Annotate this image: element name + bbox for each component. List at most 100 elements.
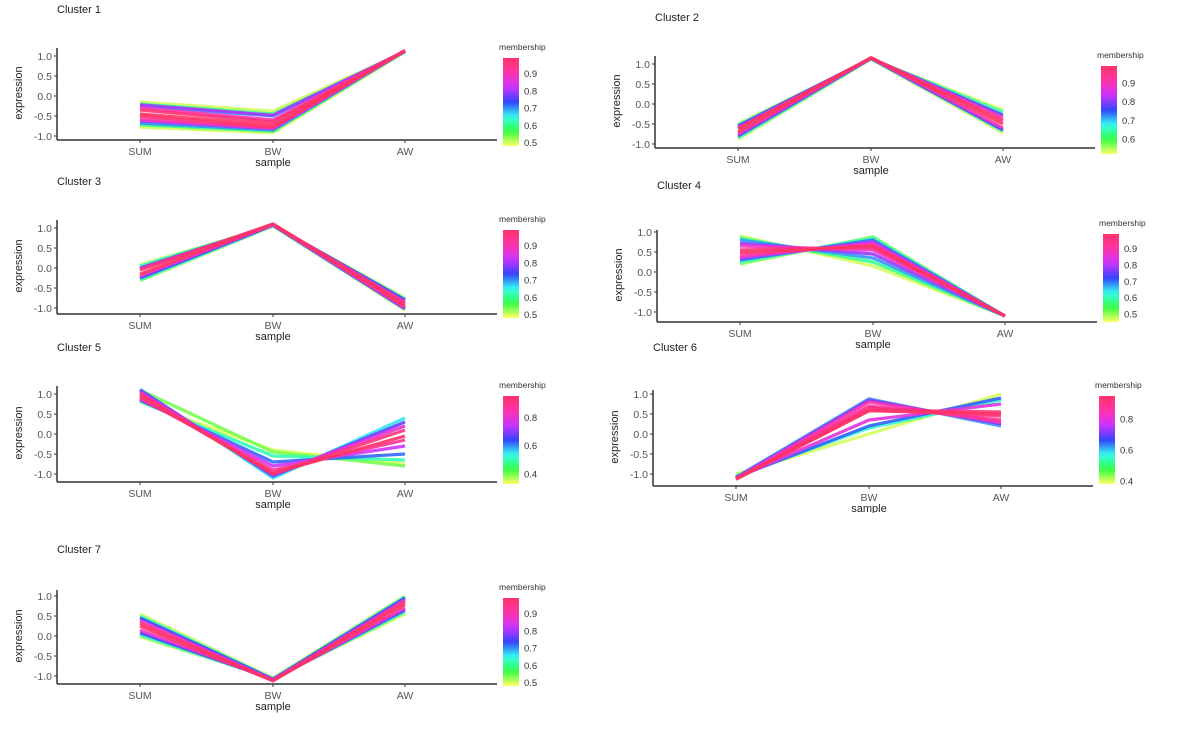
cluster-2-panel: Cluster 2 -1.0 -0.5 0.0 0.5 1.0 SUM BW AW sample e… <box>598 8 1178 183</box>
x-axis-title: sample <box>851 503 886 513</box>
cluster-1-chart: Cluster 1 -1.0 -0.5 0.0 0.5 1.0 SUM BW AW sample e… <box>13 4 546 169</box>
chart-title: Cluster 2 <box>655 12 699 24</box>
series-line-10 <box>139 394 406 475</box>
y-tick-label: 0.5 <box>37 71 52 83</box>
legend-tick-label: 0.6 <box>524 121 537 132</box>
legend-tick-label: 0.5 <box>1124 309 1137 320</box>
x-tick-label: SUM <box>724 492 747 504</box>
y-tick-label: -1.0 <box>34 469 52 481</box>
cluster-4-panel: Cluster 4 -1.0 -0.5 0.0 0.5 1.0 SUM BW AW sample e… <box>600 176 1178 351</box>
x-tick-label: BW <box>265 146 282 158</box>
y-tick-label: -0.5 <box>34 449 52 461</box>
y-axis-title: expression <box>13 66 25 119</box>
y-tick-label: 0.0 <box>635 99 650 111</box>
y-tick-label: -1.0 <box>34 303 52 315</box>
legend-tick-label: 0.6 <box>524 661 537 672</box>
series-line-9 <box>139 222 406 308</box>
y-tick-label: 1.0 <box>37 389 52 401</box>
x-tick-label: BW <box>863 154 880 166</box>
cluster-5-chart: Cluster 5 -1.0 -0.5 0.0 0.5 1.0 SUM BW AW sample e… <box>13 342 546 511</box>
legend-tick-label: 0.6 <box>1122 135 1135 146</box>
series-line-7 <box>139 223 406 310</box>
legend-tick-label: 0.4 <box>524 470 537 481</box>
y-tick-label: 0.5 <box>637 247 652 259</box>
x-tick-label: BW <box>861 492 878 504</box>
y-axis-title: expression <box>611 74 623 127</box>
series-line-3 <box>139 223 406 311</box>
legend-tick-label: 0.6 <box>524 293 537 304</box>
series-line-10 <box>735 409 1002 481</box>
x-tick-label: AW <box>397 488 414 500</box>
legend-tick-label: 0.8 <box>1120 415 1133 426</box>
series-line-1 <box>139 224 406 312</box>
x-tick-label: SUM <box>128 320 151 332</box>
y-tick-label: 0.5 <box>635 79 650 91</box>
y-tick-label: -1.0 <box>630 469 648 481</box>
membership-colorbar <box>503 58 519 146</box>
x-tick-label: AW <box>397 320 414 332</box>
y-tick-label: 0.0 <box>37 263 52 275</box>
legend-tick-label: 0.8 <box>1124 260 1137 271</box>
x-axis-title: sample <box>255 157 290 169</box>
y-tick-label: 0.5 <box>37 611 52 623</box>
x-axis-title: sample <box>853 165 888 177</box>
legend-tick-label: 0.5 <box>524 678 537 689</box>
y-tick-label: 1.0 <box>37 223 52 235</box>
membership-colorbar <box>503 230 519 318</box>
x-tick-label: AW <box>997 328 1014 340</box>
legend-title: membership <box>499 214 546 224</box>
series-line-12 <box>139 49 406 127</box>
legend-title: membership <box>499 42 546 52</box>
legend-title: membership <box>1097 50 1144 60</box>
legend-tick-label: 0.6 <box>1124 293 1137 304</box>
y-tick-label: 1.0 <box>633 389 648 401</box>
x-tick-label: BW <box>265 690 282 702</box>
y-tick-label: 0.0 <box>37 631 52 643</box>
series-line-9 <box>139 600 406 683</box>
y-tick-label: 0.5 <box>37 409 52 421</box>
legend-tick-label: 0.6 <box>1120 446 1133 457</box>
chart-title: Cluster 3 <box>57 176 101 188</box>
series-line-5 <box>735 402 1002 480</box>
x-tick-label: BW <box>865 328 882 340</box>
y-axis-title: expression <box>13 406 25 459</box>
y-tick-label: -0.5 <box>632 119 650 131</box>
legend-tick-label: 0.7 <box>524 644 537 655</box>
legend-tick-label: 0.7 <box>524 104 537 115</box>
y-tick-label: 1.0 <box>37 51 52 63</box>
series-line-11 <box>739 244 1006 318</box>
y-tick-label: -0.5 <box>34 111 52 123</box>
x-axis-title: sample <box>855 339 890 351</box>
cluster-4-chart: Cluster 4 -1.0 -0.5 0.0 0.5 1.0 SUM BW AW sample e… <box>613 180 1146 351</box>
y-axis-title: expression <box>13 239 25 292</box>
legend-tick-label: 0.4 <box>1120 476 1133 487</box>
legend-tick-label: 0.8 <box>524 86 537 97</box>
x-tick-label: AW <box>397 146 414 158</box>
series-line-5 <box>139 223 406 311</box>
legend-title: membership <box>1099 218 1146 228</box>
y-tick-label: -0.5 <box>634 287 652 299</box>
legend-tick-label: 0.8 <box>1122 97 1135 108</box>
cluster-2-chart: Cluster 2 -1.0 -0.5 0.0 0.5 1.0 SUM BW AW sample e… <box>611 12 1144 177</box>
x-axis-title: sample <box>255 331 290 343</box>
legend-tick-label: 0.5 <box>524 310 537 321</box>
x-tick-label: SUM <box>728 328 751 340</box>
membership-colorbar <box>1103 234 1119 322</box>
chart-title: Cluster 7 <box>57 544 101 556</box>
x-tick-label: SUM <box>726 154 749 166</box>
legend-tick-label: 0.6 <box>524 441 537 452</box>
series-line-1 <box>139 388 406 468</box>
legend-tick-label: 0.8 <box>524 413 537 424</box>
legend-tick-label: 0.7 <box>1122 116 1135 127</box>
legend-title: membership <box>1095 380 1142 390</box>
legend-tick-label: 0.8 <box>524 626 537 637</box>
y-tick-label: 1.0 <box>637 227 652 239</box>
series-line-7 <box>735 404 1002 481</box>
membership-colorbar <box>503 396 519 484</box>
y-tick-label: -1.0 <box>34 671 52 683</box>
series-line-0 <box>139 50 406 113</box>
y-tick-label: 1.0 <box>37 591 52 603</box>
legend-tick-label: 0.8 <box>524 258 537 269</box>
legend-tick-label: 0.9 <box>1124 244 1137 255</box>
y-axis-title: expression <box>609 410 621 463</box>
